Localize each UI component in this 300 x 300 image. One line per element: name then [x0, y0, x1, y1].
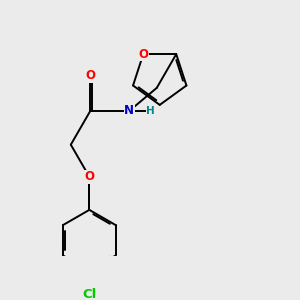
- Text: H: H: [146, 106, 155, 116]
- Text: N: N: [124, 104, 134, 117]
- Text: Cl: Cl: [82, 288, 97, 300]
- Text: O: O: [138, 48, 148, 61]
- Text: O: O: [85, 69, 95, 82]
- Text: O: O: [84, 170, 94, 183]
